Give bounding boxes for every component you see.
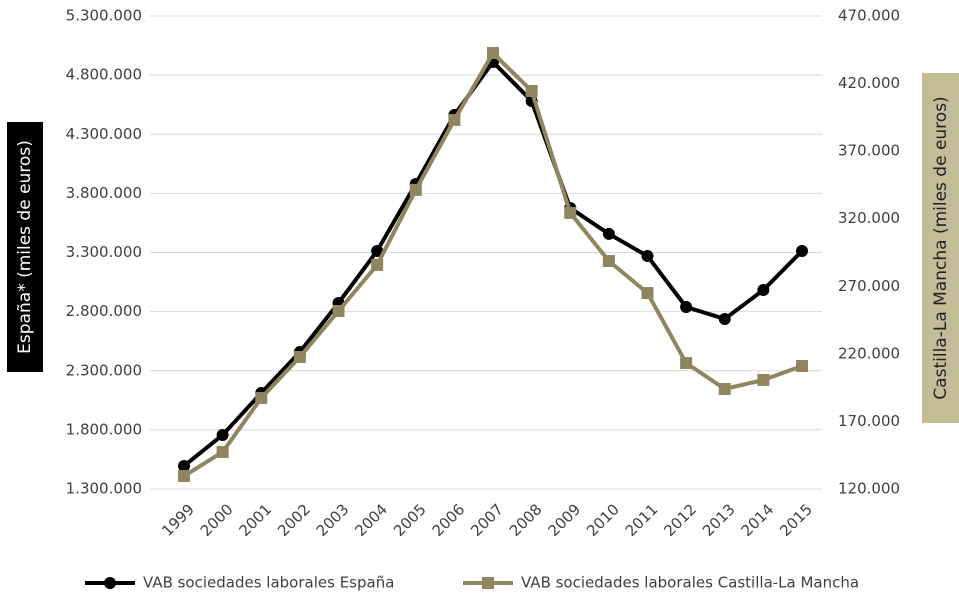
data-point [371, 244, 384, 257]
data-point [564, 206, 577, 219]
series-line [182, 49, 803, 478]
data-point [641, 250, 654, 263]
data-point [718, 382, 731, 395]
data-point [718, 312, 731, 325]
data-point [448, 113, 461, 126]
data-point [757, 373, 770, 386]
legend-marker [104, 577, 116, 589]
data-point [796, 244, 808, 257]
y2-axis-title-box [922, 73, 959, 423]
data-point [757, 283, 770, 296]
data-point [293, 350, 306, 363]
x-tick-label: 2005 [390, 500, 430, 540]
x-tick-label: 2008 [506, 500, 546, 540]
data-point [796, 360, 808, 373]
data-point [602, 255, 615, 268]
data-point [409, 183, 422, 196]
data-point [178, 459, 190, 472]
y2-tick-label: 170.000 [838, 412, 900, 430]
x-tick-label: 2000 [197, 500, 237, 540]
y-tick-label: 2.300.000 [66, 361, 142, 379]
series-line [182, 58, 804, 468]
x-tick-label: 1999 [158, 500, 198, 540]
x-tick-label: 2013 [699, 500, 739, 540]
x-tick-label: 2006 [429, 500, 469, 540]
legend-label: VAB sociedades laborales España [143, 574, 394, 592]
x-tick-label: 2010 [583, 500, 623, 540]
x-tick-label: 2012 [660, 500, 700, 540]
data-point [178, 470, 190, 483]
data-point [255, 392, 268, 405]
y-axis-title: España* (miles de euros) [15, 140, 35, 354]
data-point [332, 305, 345, 318]
data-point [216, 428, 229, 441]
y2-tick-label: 270.000 [838, 277, 900, 295]
x-tick-label: 2014 [738, 500, 778, 540]
y-axis-title-box [7, 122, 43, 372]
data-point [487, 47, 499, 60]
y-tick-label: 4.800.000 [66, 66, 142, 84]
x-tick-label: 2009 [545, 500, 585, 540]
y2-tick-label: 370.000 [838, 142, 900, 160]
y-tick-label: 3.300.000 [66, 243, 142, 261]
x-tick-label: 2015 [776, 500, 816, 540]
x-tick-label: 2004 [351, 500, 391, 540]
legend-label: VAB sociedades laborales Castilla-La Man… [521, 574, 859, 592]
y-tick-label: 1.300.000 [66, 480, 142, 498]
y2-tick-label: 320.000 [838, 209, 900, 227]
data-point [680, 301, 693, 314]
data-point [525, 85, 538, 98]
y-tick-label: 5.300.000 [66, 7, 142, 25]
data-point [641, 287, 654, 300]
x-tick-label: 2002 [274, 500, 314, 540]
y-tick-label: 4.300.000 [66, 125, 142, 143]
data-point [602, 227, 615, 240]
y2-tick-label: 220.000 [838, 344, 900, 362]
x-tick-label: 2011 [622, 500, 662, 540]
data-point [371, 258, 384, 271]
x-tick-label: 2007 [467, 500, 507, 540]
y-tick-label: 3.800.000 [66, 184, 142, 202]
x-tick-label: 2001 [236, 500, 276, 540]
legend-marker [482, 577, 494, 589]
y-tick-label: 2.800.000 [66, 302, 142, 320]
y2-tick-label: 120.000 [838, 480, 900, 498]
data-point [216, 445, 229, 458]
data-point [680, 357, 693, 370]
x-tick-label: 2003 [313, 500, 353, 540]
y2-tick-label: 470.000 [838, 7, 900, 25]
y2-axis-title: Castilla-La Mancha (miles de euros) [931, 96, 951, 399]
y-tick-label: 1.800.000 [66, 420, 142, 438]
y2-tick-label: 420.000 [838, 74, 900, 92]
